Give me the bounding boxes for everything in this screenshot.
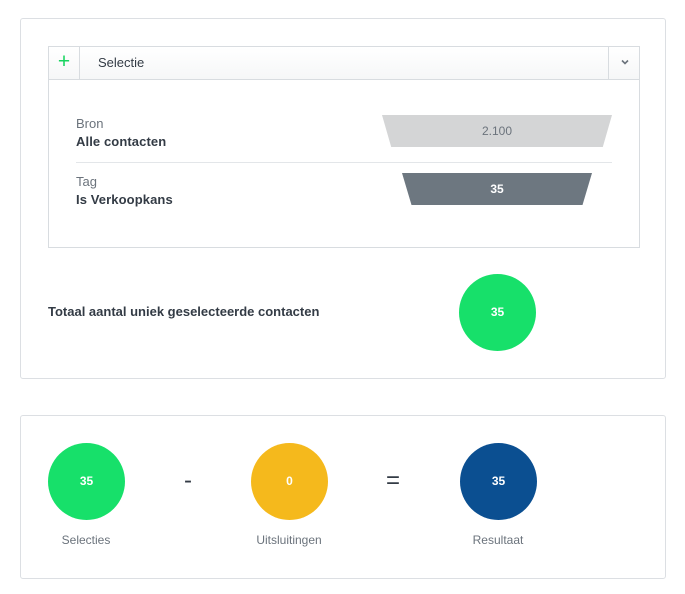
chevron-down-icon bbox=[621, 59, 629, 65]
selection-panel-header: + Selectie bbox=[49, 47, 639, 80]
row-label: Tag bbox=[76, 174, 97, 189]
selection-card: + Selectie Bron Alle contacten 2.100 Tag… bbox=[20, 18, 666, 379]
row-value: Is Verkoopkans bbox=[76, 192, 173, 207]
selection-panel: + Selectie Bron Alle contacten 2.100 Tag… bbox=[48, 46, 640, 248]
summary-card: 35 - 0 = 35 Selecties Uitsluitingen Resu… bbox=[20, 415, 666, 579]
row-label: Bron bbox=[76, 116, 104, 131]
uitsluitingen-caption: Uitsluitingen bbox=[256, 533, 322, 547]
uitsluitingen-count-circle: 0 bbox=[251, 443, 328, 520]
row-value: Alle contacten bbox=[76, 134, 167, 149]
panel-title: Selectie bbox=[98, 55, 145, 70]
selecties-count-circle: 35 bbox=[48, 443, 125, 520]
selecties-caption: Selecties bbox=[61, 533, 111, 547]
plus-icon: + bbox=[57, 50, 71, 73]
selection-row-tag: Tag Is Verkoopkans bbox=[76, 173, 612, 209]
add-selection-button[interactable]: + bbox=[49, 47, 80, 79]
total-count-circle: 35 bbox=[459, 274, 536, 351]
collapse-toggle-button[interactable] bbox=[608, 47, 639, 79]
funnel-bar-bron: 2.100 bbox=[382, 115, 612, 147]
total-unique-label: Totaal aantal uniek geselecteerde contac… bbox=[48, 304, 320, 319]
resultaat-count-circle: 35 bbox=[460, 443, 537, 520]
minus-operator: - bbox=[184, 467, 192, 494]
funnel-bar-tag: 35 bbox=[402, 173, 592, 205]
row-divider bbox=[76, 162, 612, 163]
resultaat-caption: Resultaat bbox=[472, 533, 524, 547]
equals-operator: = bbox=[385, 467, 400, 494]
selection-row-bron: Bron Alle contacten bbox=[76, 115, 612, 151]
